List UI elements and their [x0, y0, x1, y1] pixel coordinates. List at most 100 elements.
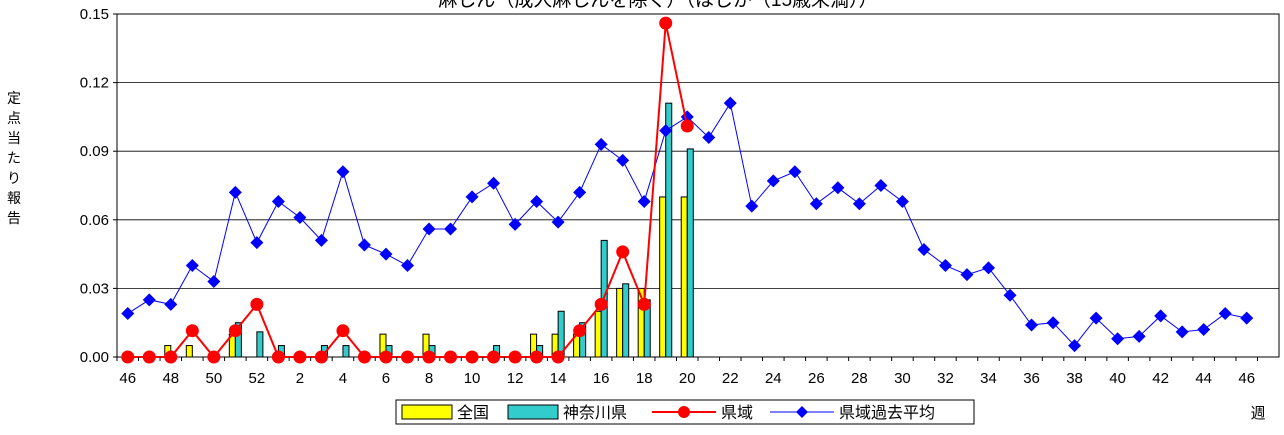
marker-past-average [766, 174, 780, 188]
x-tick-label: 20 [679, 370, 696, 387]
marker-past-average [185, 259, 199, 273]
marker-past-average [594, 137, 608, 151]
marker-prefecture-area [680, 119, 694, 133]
marker-past-average [1240, 311, 1254, 325]
x-tick-label: 44 [1195, 370, 1212, 387]
marker-past-average [852, 197, 866, 211]
marker-past-average [142, 293, 156, 307]
marker-prefecture-area [142, 350, 156, 364]
marker-prefecture-area [637, 297, 651, 311]
marker-prefecture-area [293, 350, 307, 364]
x-tick-label: 4 [339, 370, 347, 387]
marker-past-average [1025, 318, 1039, 332]
marker-past-average [1111, 332, 1125, 346]
marker-past-average [809, 197, 823, 211]
bar-kanagawa [256, 331, 264, 358]
marker-past-average [874, 179, 888, 192]
marker-past-average [551, 215, 565, 229]
bar-national [185, 345, 193, 358]
x-tick-label: 14 [550, 370, 567, 387]
marker-past-average [357, 238, 371, 252]
marker-prefecture-area [336, 324, 350, 338]
marker-past-average [401, 259, 414, 273]
x-axis-label: 週 [1250, 405, 1265, 422]
marker-past-average [422, 222, 436, 236]
y-tick-label: 0.03 [80, 280, 109, 297]
marker-prefecture-area [508, 350, 522, 364]
bar-kanagawa [342, 345, 350, 358]
marker-past-average [379, 247, 393, 261]
marker-prefecture-area [659, 16, 673, 30]
x-tick-label: 26 [808, 370, 825, 387]
marker-prefecture-area [530, 350, 544, 364]
marker-past-average [960, 268, 974, 282]
bar-kanagawa [665, 102, 673, 358]
marker-prefecture-area [271, 350, 285, 364]
gridlines [117, 82, 1279, 289]
marker-past-average [895, 195, 909, 209]
x-tick-label: 2 [296, 370, 304, 387]
x-tick-label: 52 [249, 370, 266, 387]
marker-prefecture-area [594, 297, 608, 311]
x-tick-label: 38 [1066, 370, 1083, 387]
legend-marker [796, 406, 808, 418]
marker-past-average [250, 236, 264, 250]
y-axis-label: 定点当たり報告 [7, 90, 21, 226]
x-tick-label: 36 [1023, 370, 1040, 387]
legend-label: 全国 [457, 404, 489, 422]
marker-past-average [1175, 325, 1189, 339]
marker-past-average [1068, 339, 1082, 353]
marker-past-average [831, 181, 845, 195]
marker-past-average [938, 259, 952, 273]
marker-past-average [1132, 329, 1146, 343]
x-tick-label: 46 [1238, 370, 1255, 387]
marker-prefecture-area [444, 350, 458, 364]
bar-kanagawa [686, 148, 694, 358]
marker-past-average [336, 165, 350, 179]
marker-prefecture-area [357, 350, 371, 364]
marker-past-average [745, 199, 759, 213]
marker-prefecture-area [401, 350, 414, 364]
marker-past-average [1218, 307, 1232, 321]
x-tick-label: 18 [636, 370, 653, 387]
marker-past-average [530, 195, 544, 209]
x-tick-label: 10 [464, 370, 481, 387]
marker-past-average [508, 217, 522, 231]
marker-past-average [616, 153, 630, 167]
bar-national [659, 196, 667, 358]
marker-past-average [1154, 309, 1168, 323]
x-tick-label: 32 [937, 370, 954, 387]
marker-past-average [788, 165, 802, 179]
x-tick-label: 12 [507, 370, 524, 387]
marker-prefecture-area [207, 350, 221, 364]
x-tick-label: 30 [894, 370, 911, 387]
bar-national [680, 196, 688, 358]
marker-prefecture-area [465, 350, 479, 364]
marker-past-average [917, 243, 931, 257]
marker-past-average [723, 96, 737, 110]
x-tick-label: 28 [851, 370, 868, 387]
y-tick-label: 0.06 [80, 212, 109, 229]
marker-prefecture-area [422, 350, 436, 364]
y-tick-label: 0.12 [80, 75, 109, 92]
marker-prefecture-area [250, 297, 264, 311]
marker-past-average [314, 233, 328, 247]
marker-prefecture-area [379, 350, 393, 364]
marker-past-average [293, 211, 307, 225]
x-tick-label: 50 [205, 370, 222, 387]
legend-label: 神奈川県 [563, 404, 627, 422]
marker-prefecture-area [314, 350, 328, 364]
marker-past-average [487, 176, 501, 190]
x-tick-label: 22 [722, 370, 739, 387]
marker-past-average [1197, 323, 1211, 337]
marker-past-average [1003, 288, 1017, 302]
x-tick-label: 6 [382, 370, 390, 387]
y-tick-label: 0.00 [80, 349, 109, 366]
x-tick-label: 42 [1152, 370, 1169, 387]
marker-prefecture-area [121, 350, 135, 364]
marker-past-average [1046, 316, 1060, 330]
legend-label: 県域 [721, 404, 753, 422]
x-tick-label: 48 [162, 370, 179, 387]
marker-prefecture-area [487, 350, 501, 364]
x-tick-label: 46 [119, 370, 136, 387]
